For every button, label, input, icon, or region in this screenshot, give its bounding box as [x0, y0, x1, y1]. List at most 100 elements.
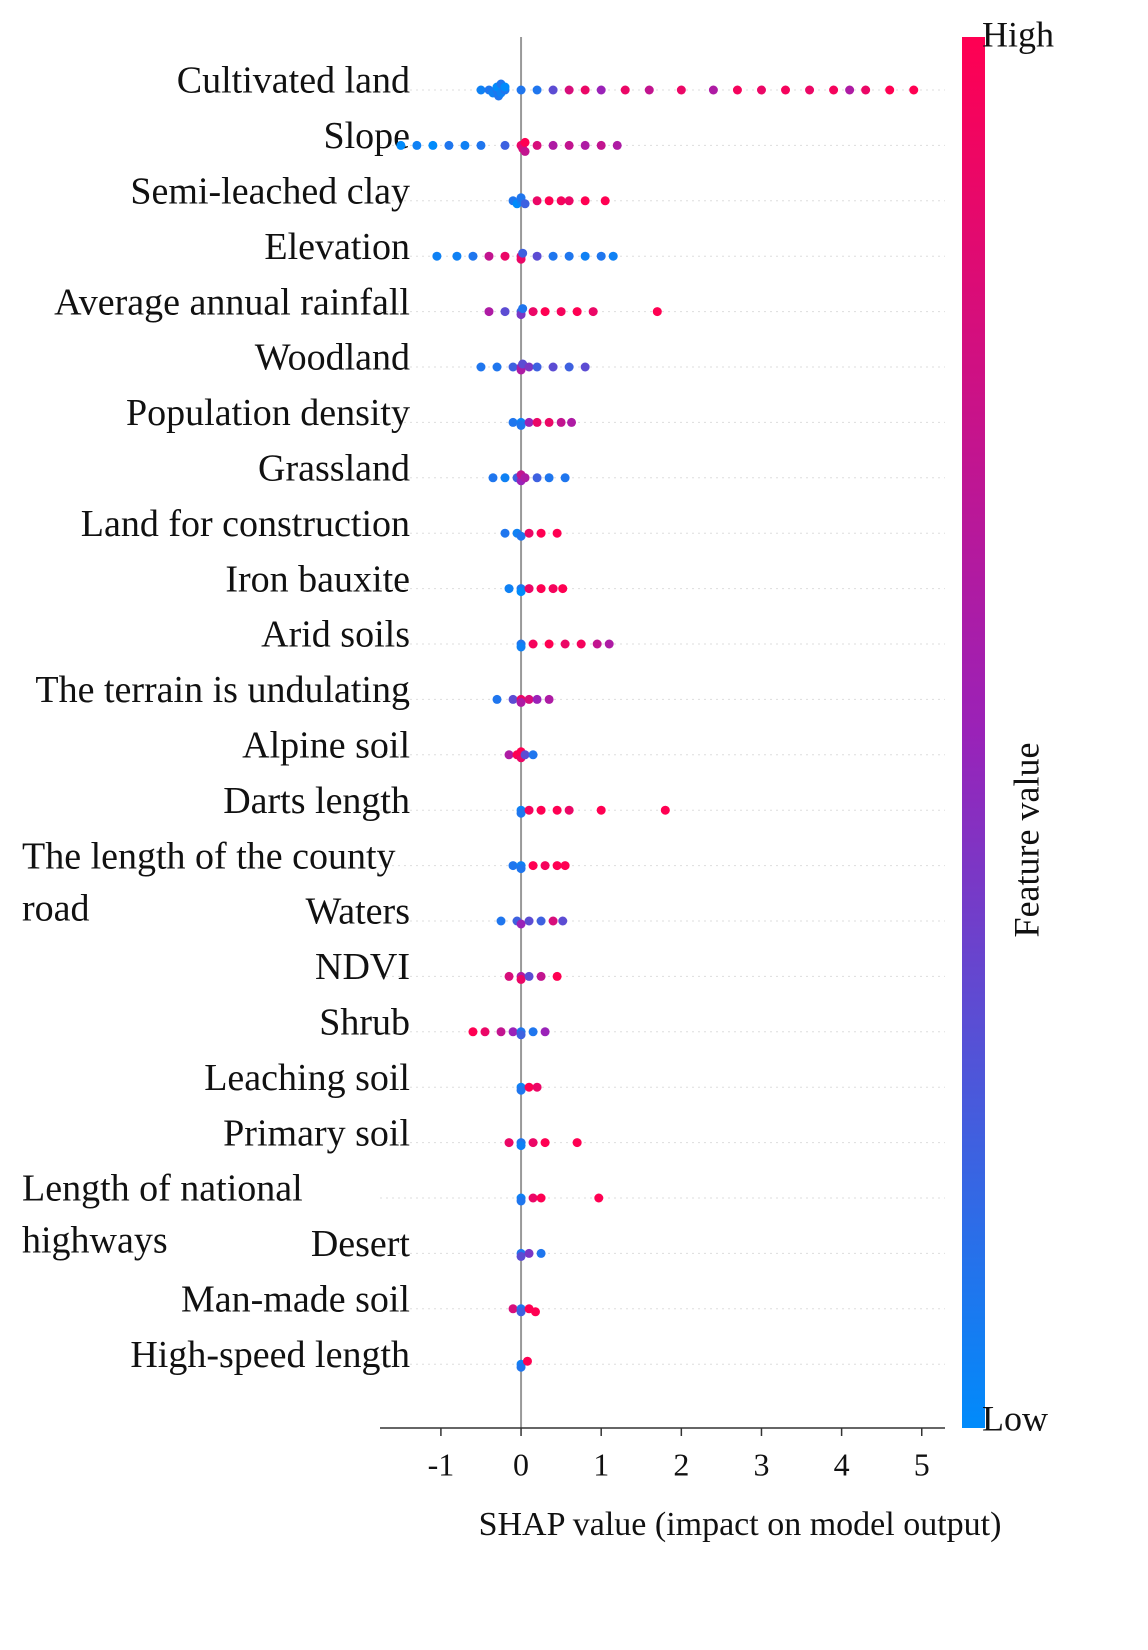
shap-point: [528, 1193, 538, 1203]
shap-point: [540, 1027, 550, 1037]
shap-point: [468, 251, 478, 261]
shap-point: [580, 196, 590, 206]
shap-point: [528, 1138, 538, 1148]
shap-point: [508, 362, 518, 372]
shap-point: [516, 697, 526, 707]
feature-label: Man-made soil: [181, 1279, 410, 1321]
shap-point: [885, 85, 895, 95]
shap-point: [532, 473, 542, 483]
shap-point: [516, 1196, 526, 1206]
shap-point: [516, 1030, 526, 1040]
shap-point: [548, 362, 558, 372]
shap-point: [524, 362, 534, 372]
shap-point: [536, 805, 546, 815]
x-tick-label: -1: [428, 1446, 455, 1482]
shap-point: [536, 971, 546, 981]
shap-point: [576, 639, 586, 649]
shap-point: [544, 473, 554, 483]
feature-label: Arid soils: [261, 614, 410, 656]
feature-label: Leaching soil: [204, 1057, 410, 1099]
shap-point: [660, 805, 670, 815]
shap-point: [508, 417, 518, 427]
colorbar-label: Feature value: [1006, 743, 1046, 938]
shap-point: [496, 1027, 506, 1037]
feature-label: Slope: [323, 115, 410, 157]
feature-label: The length of the county: [22, 835, 396, 877]
shap-point: [508, 1304, 518, 1314]
shap-point: [548, 916, 558, 926]
shap-point: [861, 85, 871, 95]
shap-point: [544, 694, 554, 704]
shap-point: [552, 528, 562, 538]
feature-label: Primary soil: [223, 1112, 410, 1154]
shap-point: [516, 1307, 526, 1317]
feature-label: Semi-leached clay: [130, 171, 410, 213]
feature-label: Cultivated land: [177, 60, 410, 102]
shap-point: [608, 251, 618, 261]
feature-label: Desert: [311, 1223, 411, 1265]
feature-label: Darts length: [223, 780, 410, 822]
shap-point: [544, 196, 554, 206]
shap-point: [564, 805, 574, 815]
shap-point: [444, 140, 454, 150]
shap-point: [518, 248, 528, 258]
shap-point: [532, 251, 542, 261]
shap-point: [412, 140, 422, 150]
shap-point: [528, 861, 538, 871]
shap-point: [496, 916, 506, 926]
shap-point: [805, 85, 815, 95]
shap-point: [845, 85, 855, 95]
shap-point: [564, 196, 574, 206]
shap-point: [516, 1362, 526, 1372]
x-tick-label: 5: [914, 1446, 930, 1482]
shap-point: [580, 85, 590, 95]
shap-point: [532, 1082, 542, 1092]
shap-point: [572, 1138, 582, 1148]
shap-point: [396, 140, 406, 150]
shap-point: [548, 85, 558, 95]
shap-point: [536, 1193, 546, 1203]
shap-point: [428, 140, 438, 150]
shap-point: [520, 137, 530, 147]
shap-point: [556, 307, 566, 317]
feature-label: Iron bauxite: [225, 558, 410, 600]
feature-label: Elevation: [264, 226, 410, 268]
shap-point: [596, 85, 606, 95]
shap-point: [524, 1082, 534, 1092]
shap-point: [500, 473, 510, 483]
shap-point: [508, 861, 518, 871]
shap-point: [909, 85, 919, 95]
shap-point: [524, 1248, 534, 1258]
shap-point: [432, 251, 442, 261]
shap-point: [558, 584, 568, 594]
shap-point: [524, 528, 534, 538]
shap-point: [544, 639, 554, 649]
shap-point: [564, 140, 574, 150]
shap-point: [476, 85, 486, 95]
shap-point: [518, 304, 528, 314]
shap-point: [532, 85, 542, 95]
shap-point: [524, 916, 534, 926]
shap-point: [508, 1027, 518, 1037]
shap-point: [552, 971, 562, 981]
shap-point: [548, 251, 558, 261]
shap-point: [524, 805, 534, 815]
feature-label: Woodland: [255, 337, 410, 379]
shap-point: [580, 362, 590, 372]
shap-point: [532, 196, 542, 206]
shap-point: [488, 473, 498, 483]
shap-point: [516, 808, 526, 818]
shap-point: [516, 531, 526, 541]
shap-point: [532, 417, 542, 427]
feature-label: road: [22, 887, 90, 929]
feature-label: Waters: [305, 891, 410, 933]
shap-point: [564, 85, 574, 95]
shap-point: [504, 1138, 514, 1148]
shap-point: [588, 307, 598, 317]
feature-label: Grassland: [258, 448, 410, 490]
shap-point: [524, 584, 534, 594]
shap-point: [528, 307, 538, 317]
shap-point: [536, 1248, 546, 1258]
x-tick-label: 0: [513, 1446, 529, 1482]
